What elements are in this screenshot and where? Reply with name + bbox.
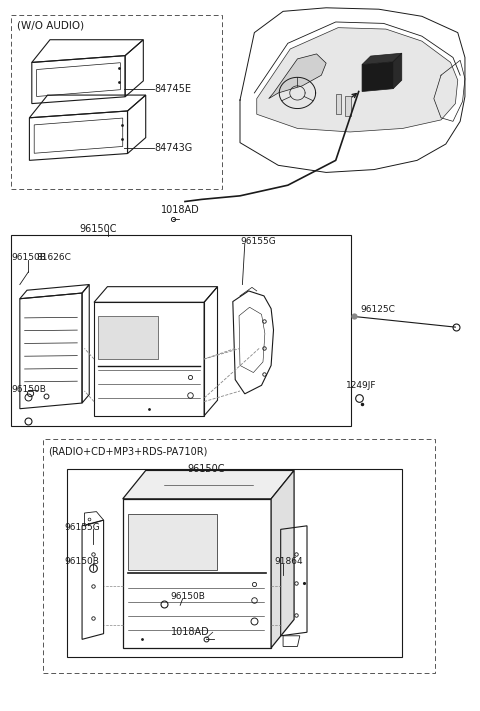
Bar: [67, 469, 402, 657]
Text: 1018AD: 1018AD: [170, 627, 209, 637]
Text: 96150B: 96150B: [64, 557, 99, 566]
Bar: [11, 235, 351, 427]
Bar: [128, 514, 216, 570]
Text: 96155G: 96155G: [64, 523, 100, 532]
Text: 96150C: 96150C: [80, 224, 117, 234]
Polygon shape: [362, 53, 402, 65]
Bar: [11, 15, 222, 188]
Text: (W/O AUDIO): (W/O AUDIO): [17, 21, 84, 31]
Text: 1249JF: 1249JF: [346, 381, 377, 390]
Text: 81626C: 81626C: [36, 253, 72, 262]
Polygon shape: [393, 53, 402, 89]
Text: 1018AD: 1018AD: [161, 205, 200, 215]
Text: 96150B: 96150B: [170, 592, 205, 602]
Text: 96150B: 96150B: [11, 385, 46, 394]
Text: 96125C: 96125C: [360, 305, 396, 314]
Text: 96150C: 96150C: [187, 464, 225, 474]
Text: 91864: 91864: [275, 557, 303, 566]
Text: 96150B: 96150B: [11, 253, 46, 262]
Polygon shape: [269, 54, 326, 99]
Polygon shape: [362, 62, 393, 92]
Text: (RADIO+CD+MP3+RDS-PA710R): (RADIO+CD+MP3+RDS-PA710R): [48, 447, 208, 456]
FancyBboxPatch shape: [345, 96, 351, 116]
FancyBboxPatch shape: [336, 95, 341, 114]
Text: 84743G: 84743G: [155, 144, 193, 154]
Bar: [98, 316, 158, 359]
Text: 96155G: 96155G: [240, 237, 276, 247]
Bar: [43, 439, 435, 673]
Polygon shape: [257, 28, 458, 132]
Text: 84745E: 84745E: [155, 84, 192, 94]
Polygon shape: [271, 471, 294, 648]
Polygon shape: [123, 471, 294, 499]
